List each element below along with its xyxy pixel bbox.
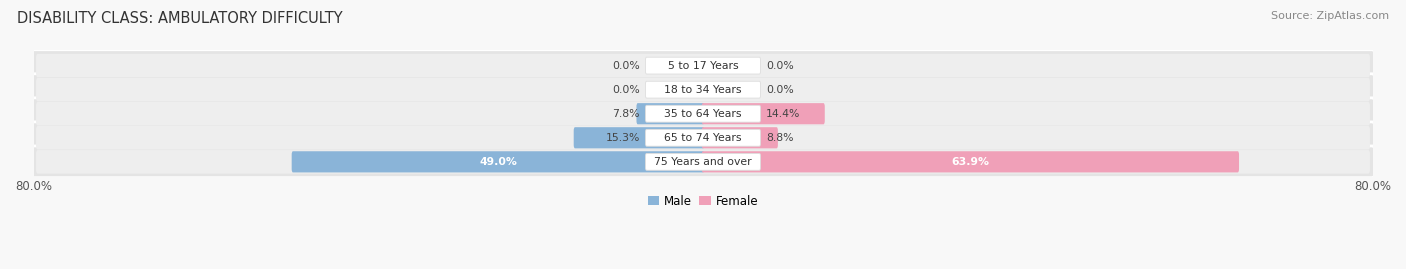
Text: 15.3%: 15.3% [606, 133, 640, 143]
Text: 65 to 74 Years: 65 to 74 Years [664, 133, 742, 143]
Text: 35 to 64 Years: 35 to 64 Years [664, 109, 742, 119]
Text: 63.9%: 63.9% [952, 157, 990, 167]
Text: 0.0%: 0.0% [612, 61, 640, 70]
FancyBboxPatch shape [31, 74, 1375, 105]
FancyBboxPatch shape [637, 103, 704, 124]
Text: 14.4%: 14.4% [766, 109, 800, 119]
Text: 7.8%: 7.8% [613, 109, 640, 119]
FancyBboxPatch shape [37, 126, 1369, 150]
FancyBboxPatch shape [645, 81, 761, 98]
FancyBboxPatch shape [291, 151, 704, 172]
FancyBboxPatch shape [645, 57, 761, 74]
Text: 5 to 17 Years: 5 to 17 Years [668, 61, 738, 70]
FancyBboxPatch shape [645, 129, 761, 146]
FancyBboxPatch shape [574, 127, 704, 148]
FancyBboxPatch shape [37, 150, 1369, 174]
FancyBboxPatch shape [702, 127, 778, 148]
Text: 8.8%: 8.8% [766, 133, 793, 143]
Text: DISABILITY CLASS: AMBULATORY DIFFICULTY: DISABILITY CLASS: AMBULATORY DIFFICULTY [17, 11, 343, 26]
FancyBboxPatch shape [31, 146, 1375, 178]
FancyBboxPatch shape [645, 105, 761, 122]
Legend: Male, Female: Male, Female [643, 190, 763, 213]
FancyBboxPatch shape [37, 54, 1369, 77]
FancyBboxPatch shape [31, 122, 1375, 154]
Text: Source: ZipAtlas.com: Source: ZipAtlas.com [1271, 11, 1389, 21]
Text: 0.0%: 0.0% [766, 85, 794, 95]
FancyBboxPatch shape [37, 102, 1369, 126]
Text: 0.0%: 0.0% [612, 85, 640, 95]
Text: 18 to 34 Years: 18 to 34 Years [664, 85, 742, 95]
FancyBboxPatch shape [31, 98, 1375, 130]
FancyBboxPatch shape [31, 50, 1375, 82]
FancyBboxPatch shape [702, 151, 1239, 172]
Text: 49.0%: 49.0% [479, 157, 517, 167]
FancyBboxPatch shape [645, 153, 761, 170]
FancyBboxPatch shape [702, 103, 825, 124]
Text: 75 Years and over: 75 Years and over [654, 157, 752, 167]
Text: 0.0%: 0.0% [766, 61, 794, 70]
FancyBboxPatch shape [37, 78, 1369, 101]
